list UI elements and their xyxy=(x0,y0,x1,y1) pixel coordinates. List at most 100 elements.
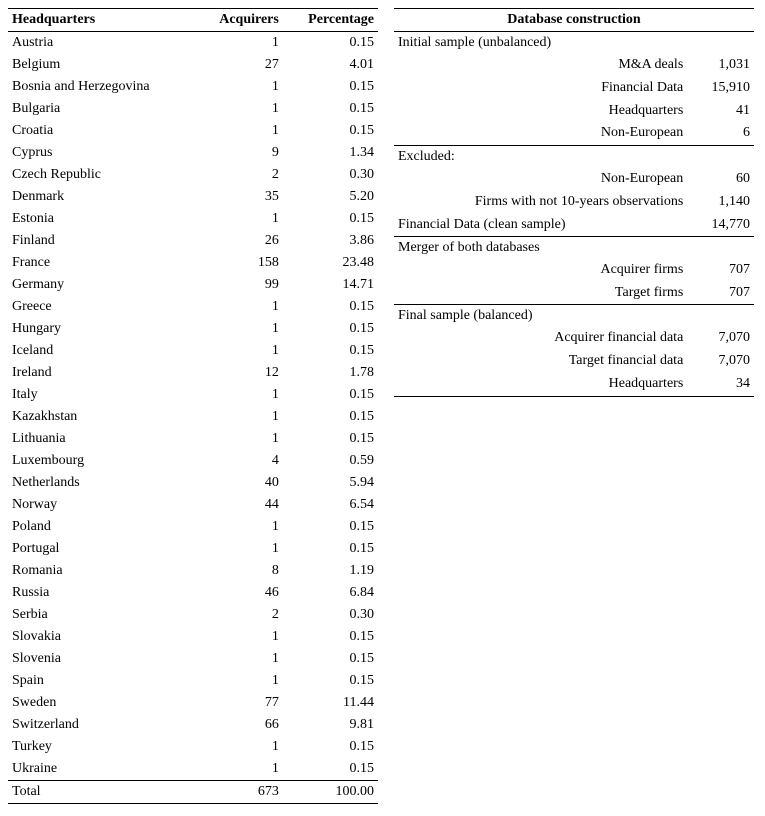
cell-acquirers: 1 xyxy=(196,296,283,318)
col-acquirers: Acquirers xyxy=(196,9,283,32)
total-row: Total 673 100.00 xyxy=(8,781,378,804)
table-row: Bulgaria10.15 xyxy=(8,98,378,120)
cell-country: Norway xyxy=(8,494,196,516)
col-percentage: Percentage xyxy=(283,9,378,32)
cell-acquirers: 44 xyxy=(196,494,283,516)
cell-country: Germany xyxy=(8,274,196,296)
cell-acquirers: 1 xyxy=(196,406,283,428)
table-row: Belgium274.01 xyxy=(8,54,378,76)
cell-value: 707 xyxy=(691,282,754,305)
total-percentage: 100.00 xyxy=(283,781,378,804)
table-header-row: Headquarters Acquirers Percentage xyxy=(8,9,378,32)
table-header-row: Database construction xyxy=(394,9,754,32)
cell-label: Headquarters xyxy=(394,100,691,123)
cell-value: 1,140 xyxy=(691,191,754,214)
section-title: Initial sample (unbalanced) xyxy=(394,32,691,55)
cell-label: Target firms xyxy=(394,282,691,305)
cell-country: Kazakhstan xyxy=(8,406,196,428)
table-row: Cyprus91.34 xyxy=(8,142,378,164)
cell-value: 707 xyxy=(691,259,754,282)
cell-percentage: 0.15 xyxy=(283,626,378,648)
cell-acquirers: 1 xyxy=(196,208,283,230)
cell-acquirers: 1 xyxy=(196,384,283,406)
cell-label: Acquirer financial data xyxy=(394,327,691,350)
table-row: Hungary10.15 xyxy=(8,318,378,340)
cell-country: Iceland xyxy=(8,340,196,362)
table-row: Acquirer financial data7,070 xyxy=(394,327,754,350)
table-row: Iceland10.15 xyxy=(8,340,378,362)
cell-country: Belgium xyxy=(8,54,196,76)
cell-label: Non-European xyxy=(394,122,691,145)
section-title-row: Initial sample (unbalanced) xyxy=(394,32,754,55)
cell-percentage: 0.30 xyxy=(283,604,378,626)
cell-country: Netherlands xyxy=(8,472,196,494)
cell-value: 7,070 xyxy=(691,350,754,373)
table-row: Austria10.15 xyxy=(8,32,378,55)
cell-country: Austria xyxy=(8,32,196,55)
cell-acquirers: 12 xyxy=(196,362,283,384)
cell-acquirers: 1 xyxy=(196,428,283,450)
cell-value: 6 xyxy=(691,122,754,145)
table-row: Lithuania10.15 xyxy=(8,428,378,450)
cell-percentage: 0.15 xyxy=(283,384,378,406)
cell-percentage: 1.19 xyxy=(283,560,378,582)
cell-label: Firms with not 10-years observations xyxy=(394,191,691,214)
cell-percentage: 0.15 xyxy=(283,516,378,538)
cell-acquirers: 66 xyxy=(196,714,283,736)
table-row: Headquarters41 xyxy=(394,100,754,123)
cell-percentage: 11.44 xyxy=(283,692,378,714)
table-row: Russia466.84 xyxy=(8,582,378,604)
table-row: Greece10.15 xyxy=(8,296,378,318)
cell-acquirers: 4 xyxy=(196,450,283,472)
cell-acquirers: 9 xyxy=(196,142,283,164)
cell-percentage: 5.20 xyxy=(283,186,378,208)
section-title-value: 14,770 xyxy=(691,214,754,237)
cell-acquirers: 1 xyxy=(196,516,283,538)
table-row: Headquarters34 xyxy=(394,373,754,396)
table-row: Acquirer firms707 xyxy=(394,259,754,282)
cell-acquirers: 158 xyxy=(196,252,283,274)
cell-country: Estonia xyxy=(8,208,196,230)
section-title-row: Excluded: xyxy=(394,146,754,169)
table-row: Poland10.15 xyxy=(8,516,378,538)
cell-acquirers: 1 xyxy=(196,120,283,142)
cell-acquirers: 2 xyxy=(196,164,283,186)
cell-country: Croatia xyxy=(8,120,196,142)
table-row: M&A deals1,031 xyxy=(394,54,754,77)
cell-acquirers: 26 xyxy=(196,230,283,252)
table-row: Non-European60 xyxy=(394,168,754,191)
cell-label: Acquirer firms xyxy=(394,259,691,282)
section-title-row: Financial Data (clean sample)14,770 xyxy=(394,214,754,237)
cell-country: Denmark xyxy=(8,186,196,208)
cell-country: Finland xyxy=(8,230,196,252)
cell-country: Romania xyxy=(8,560,196,582)
cell-percentage: 1.34 xyxy=(283,142,378,164)
cell-acquirers: 1 xyxy=(196,318,283,340)
cell-percentage: 0.15 xyxy=(283,76,378,98)
cell-country: Spain xyxy=(8,670,196,692)
cell-country: Italy xyxy=(8,384,196,406)
cell-percentage: 5.94 xyxy=(283,472,378,494)
cell-country: Ukraine xyxy=(8,758,196,781)
cell-acquirers: 1 xyxy=(196,32,283,55)
database-construction-table: Database construction Initial sample (un… xyxy=(394,8,754,804)
cell-country: Luxembourg xyxy=(8,450,196,472)
cell-percentage: 0.15 xyxy=(283,98,378,120)
cell-country: Portugal xyxy=(8,538,196,560)
table-row: Serbia20.30 xyxy=(8,604,378,626)
cell-percentage: 4.01 xyxy=(283,54,378,76)
cell-acquirers: 1 xyxy=(196,648,283,670)
cell-percentage: 0.15 xyxy=(283,428,378,450)
table-row: Norway446.54 xyxy=(8,494,378,516)
headquarters-table: Headquarters Acquirers Percentage Austri… xyxy=(8,8,378,804)
cell-label: Target financial data xyxy=(394,350,691,373)
cell-value: 15,910 xyxy=(691,77,754,100)
table-row: Target financial data7,070 xyxy=(394,350,754,373)
cell-country: Slovenia xyxy=(8,648,196,670)
section-title: Excluded: xyxy=(394,146,691,169)
total-acquirers: 673 xyxy=(196,781,283,804)
cell-percentage: 0.15 xyxy=(283,32,378,55)
table-row: Luxembourg40.59 xyxy=(8,450,378,472)
table-row: Bosnia and Herzegovina10.15 xyxy=(8,76,378,98)
cell-country: Ireland xyxy=(8,362,196,384)
